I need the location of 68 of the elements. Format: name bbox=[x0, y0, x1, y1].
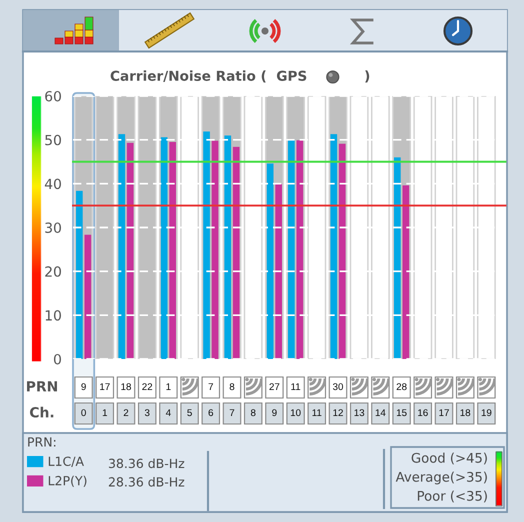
x2-axis-title: Ch. bbox=[30, 406, 54, 418]
x2-tick-label: 3 bbox=[144, 409, 150, 416]
text: 38.36 dB-Hz bbox=[108, 458, 184, 468]
bar bbox=[76, 190, 83, 359]
bar bbox=[224, 135, 232, 359]
x2-tick-label: 9 bbox=[272, 409, 277, 416]
legend-label: L1C/A bbox=[48, 456, 84, 468]
x-tick-label: 11 bbox=[291, 383, 300, 390]
x2-tick-label: 16 bbox=[418, 409, 428, 416]
bar bbox=[160, 137, 168, 359]
bar bbox=[394, 157, 401, 359]
bar bbox=[138, 96, 157, 359]
x2-tick-label: 7 bbox=[230, 409, 234, 416]
bar bbox=[266, 164, 274, 359]
x2-tick-label: 14 bbox=[376, 409, 386, 416]
bar bbox=[296, 140, 304, 359]
y-tick-label: 0 bbox=[54, 354, 61, 364]
x-tick-label: 28 bbox=[396, 383, 407, 390]
x-tick-label: 7 bbox=[208, 383, 214, 390]
x2-tick-label: 12 bbox=[333, 409, 343, 416]
x2-tick-label: 8 bbox=[250, 409, 256, 416]
legend-label: L2P(Y) bbox=[48, 476, 86, 487]
x-tick-label: 8 bbox=[230, 383, 234, 390]
y-tick-label: 10 bbox=[46, 310, 61, 321]
text: 28.36 dB-Hz bbox=[108, 476, 184, 487]
bar bbox=[232, 146, 240, 359]
x2-tick-label: 6 bbox=[208, 409, 214, 416]
y-tick-label: 50 bbox=[45, 134, 61, 146]
x-axis-title: PRN bbox=[27, 381, 57, 392]
x-tick-label: 1 bbox=[166, 383, 171, 390]
x-tick-label: 22 bbox=[142, 383, 152, 390]
x2-tick-label: 19 bbox=[482, 409, 492, 416]
bar bbox=[288, 139, 295, 359]
x2-tick-label: 0 bbox=[81, 409, 86, 416]
x2-tick-label: 18 bbox=[460, 409, 470, 416]
text: Poor (<35) bbox=[418, 490, 487, 502]
bar bbox=[212, 140, 218, 359]
y-tick-label: 20 bbox=[45, 266, 61, 277]
bar bbox=[118, 134, 126, 359]
x2-tick-label: 1 bbox=[102, 409, 108, 416]
x2-tick-label: 2 bbox=[124, 409, 128, 416]
y-tick-label: 40 bbox=[44, 178, 61, 190]
y-tick-label: 30 bbox=[45, 222, 61, 233]
bar bbox=[169, 142, 176, 359]
x-tick-label: 9 bbox=[81, 383, 86, 390]
bar bbox=[402, 185, 410, 359]
text: Average(>35) bbox=[396, 472, 487, 484]
x-tick-label: 17 bbox=[100, 383, 110, 390]
x2-tick-label: 4 bbox=[166, 409, 171, 416]
bar bbox=[203, 132, 210, 359]
legend-title: PRN: bbox=[28, 437, 56, 446]
x2-tick-label: 17 bbox=[439, 409, 449, 416]
x2-tick-label: 13 bbox=[354, 409, 364, 416]
x-tick-label: 27 bbox=[269, 383, 280, 390]
x2-tick-label: 5 bbox=[187, 409, 192, 416]
x2-tick-label: 15 bbox=[396, 409, 407, 416]
x-tick-label: 18 bbox=[121, 383, 131, 390]
bar bbox=[126, 142, 134, 359]
x-tick-label: 30 bbox=[332, 383, 344, 390]
bar bbox=[330, 134, 338, 359]
bar bbox=[84, 234, 92, 359]
text: Good (>45) bbox=[412, 452, 487, 464]
x2-tick-label: 10 bbox=[290, 409, 301, 416]
bar bbox=[275, 184, 282, 359]
x2-tick-label: 11 bbox=[312, 409, 322, 416]
chart-title: Carrier/Noise Ratio ( GPS ) bbox=[110, 70, 370, 83]
y-tick-label: 60 bbox=[45, 90, 61, 102]
bar bbox=[338, 144, 346, 359]
